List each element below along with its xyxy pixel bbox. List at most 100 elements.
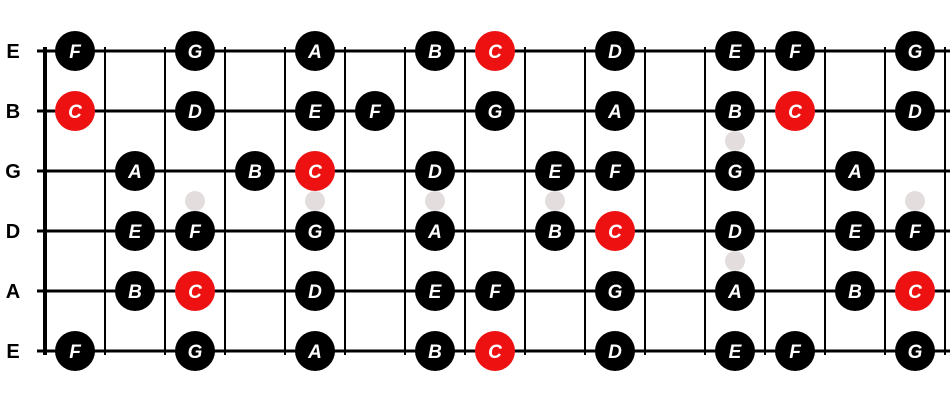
note-label: F [69,42,82,63]
note-circle [415,331,455,371]
note-marker: G [475,91,515,131]
note-marker: F [55,331,95,371]
note-circle [115,271,155,311]
note-label: B [428,342,442,363]
note-circle [235,151,275,191]
note-circle [895,91,935,131]
note-label: G [488,102,503,123]
note-label: G [308,222,323,243]
note-circle [835,151,875,191]
note-marker: B [235,151,275,191]
note-marker: B [415,31,455,71]
note-marker: A [295,31,335,71]
string-label-2: B [6,101,20,123]
note-circle [595,331,635,371]
note-circle [475,331,515,371]
note-marker: E [115,211,155,251]
note-label: D [608,342,622,363]
note-circle [295,151,335,191]
note-label: G [908,342,923,363]
note-circle [595,271,635,311]
note-marker: G [595,271,635,311]
note-marker: B [115,271,155,311]
note-circle [295,271,335,311]
note-label: D [428,162,442,183]
note-marker: D [295,271,335,311]
note-circle [175,211,215,251]
note-marker: B [835,271,875,311]
root-note-marker: C [175,271,215,311]
note-circle [595,211,635,251]
note-label: G [908,42,923,63]
note-circle [595,31,635,71]
note-label: A [127,162,142,183]
string-label-6: E [6,341,19,363]
string-label-5: A [6,281,20,303]
note-label: F [189,222,202,243]
note-label: D [608,42,622,63]
note-circle [295,31,335,71]
note-marker: E [295,91,335,131]
note-circle [55,31,95,71]
inlay-dot [905,191,925,211]
note-circle [175,271,215,311]
note-circle [175,91,215,131]
note-circle [475,91,515,131]
inlay-dot [725,251,745,271]
note-label: E [729,42,743,63]
root-note-marker: C [775,91,815,131]
note-marker: G [175,331,215,371]
note-markers: F G A B C D E F G C D E F G A B C D A B C D E F G A E F G A B C D E F B C D E F… [55,31,935,371]
note-marker: D [415,151,455,191]
note-label: G [188,342,203,363]
inlay-dot [725,131,745,151]
string-labels: E B G D A E [5,41,21,363]
note-circle [715,271,755,311]
note-label: B [548,222,562,243]
note-marker: F [175,211,215,251]
note-label: G [608,282,623,303]
note-circle [355,91,395,131]
note-label: C [488,342,502,363]
note-marker: B [535,211,575,251]
note-circle [535,211,575,251]
note-marker: G [175,31,215,71]
note-label: F [369,102,382,123]
note-circle [775,91,815,131]
root-note-marker: C [475,331,515,371]
note-marker: D [175,91,215,131]
note-circle [715,151,755,191]
note-circle [715,31,755,71]
note-circle [595,151,635,191]
root-note-marker: C [55,91,95,131]
note-label: B [248,162,262,183]
note-label: F [789,42,802,63]
note-circle [775,331,815,371]
string-label-1: E [6,41,19,63]
note-circle [535,151,575,191]
root-note-marker: C [295,151,335,191]
note-circle [775,31,815,71]
note-label: C [188,282,202,303]
note-circle [895,211,935,251]
string-label-3: G [5,161,21,183]
note-circle [415,211,455,251]
note-circle [175,31,215,71]
note-circle [895,31,935,71]
note-circle [595,91,635,131]
note-marker: G [715,151,755,191]
note-label: C [308,162,322,183]
note-marker: G [895,331,935,371]
note-label: D [908,102,922,123]
note-label: A [307,342,322,363]
note-marker: F [775,31,815,71]
note-label: C [788,102,802,123]
note-label: E [549,162,563,183]
note-marker: D [595,31,635,71]
note-marker: F [775,331,815,371]
note-marker: D [595,331,635,371]
note-label: E [309,102,323,123]
note-circle [295,211,335,251]
note-marker: B [715,91,755,131]
note-marker: G [895,31,935,71]
